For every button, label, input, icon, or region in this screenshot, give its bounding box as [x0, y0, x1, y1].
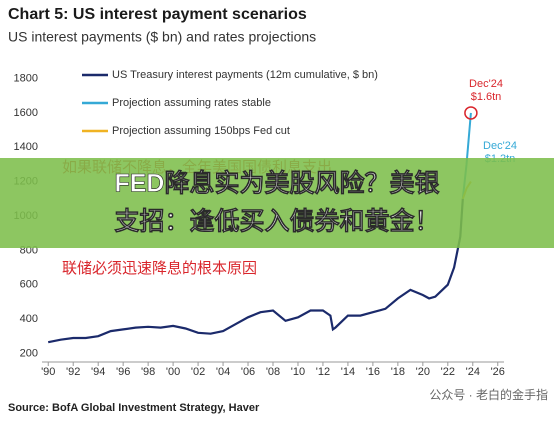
overlay-note: 联储必须迅速降息的根本原因	[62, 260, 257, 277]
x-tick-label: '26	[491, 366, 505, 378]
x-tick-label: '14	[341, 366, 355, 378]
chart-title: Chart 5: US interest payment scenarios	[8, 6, 307, 23]
x-tick-label: '20	[416, 366, 430, 378]
x-tick-label: '92	[66, 366, 80, 378]
overlay: 如果联储不降息，全年美国国债利息支出FED降息实为美股风险？美银支招：逢低买入债…	[0, 158, 554, 402]
annotation: Dec'24	[469, 78, 503, 90]
x-tick-label: '24	[466, 366, 480, 378]
x-tick-label: '94	[91, 366, 105, 378]
x-tick-label: '12	[316, 366, 330, 378]
highlight-ring	[464, 106, 478, 120]
x-tick-label: '16	[366, 366, 380, 378]
series-line	[47, 198, 464, 344]
chart-subtitle: US interest payments ($ bn) and rates pr…	[8, 29, 316, 45]
x-tick-label: '22	[441, 366, 455, 378]
legend-label: US Treasury interest payments (12m cumul…	[112, 69, 378, 81]
annotation: $1.6tn	[471, 91, 502, 103]
banner-headline: 支招：逢低买入债券和黄金！	[114, 207, 439, 236]
annotation: Dec'24	[483, 140, 517, 152]
x-tick-label: '10	[291, 366, 305, 378]
y-tick-label: 1800	[14, 72, 38, 84]
x-tick-label: '02	[191, 366, 205, 378]
y-tick-label: 1600	[14, 107, 38, 119]
x-tick-label: '96	[116, 366, 130, 378]
legend-label: Projection assuming rates stable	[112, 97, 271, 109]
y-tick-label: 1400	[14, 141, 38, 153]
y-tick-label: 600	[20, 279, 38, 291]
x-tick-label: '06	[241, 366, 255, 378]
watermark: 公众号 · 老白的金手指	[429, 387, 548, 402]
x-tick-label: '00	[166, 366, 180, 378]
x-tick-label: '98	[141, 366, 155, 378]
x-tick-label: '08	[266, 366, 280, 378]
banner-headline: FED降息实为美股风险？美银	[114, 169, 440, 198]
x-tick-label: '18	[391, 366, 405, 378]
x-tick-label: '90	[41, 366, 55, 378]
y-tick-label: 400	[20, 313, 38, 325]
banner	[0, 158, 554, 248]
source: Source: BofA Global Investment Strategy,…	[8, 402, 260, 414]
x-tick-label: '04	[216, 366, 230, 378]
y-tick-label: 200	[20, 347, 38, 359]
legend-label: Projection assuming 150bps Fed cut	[112, 125, 290, 137]
